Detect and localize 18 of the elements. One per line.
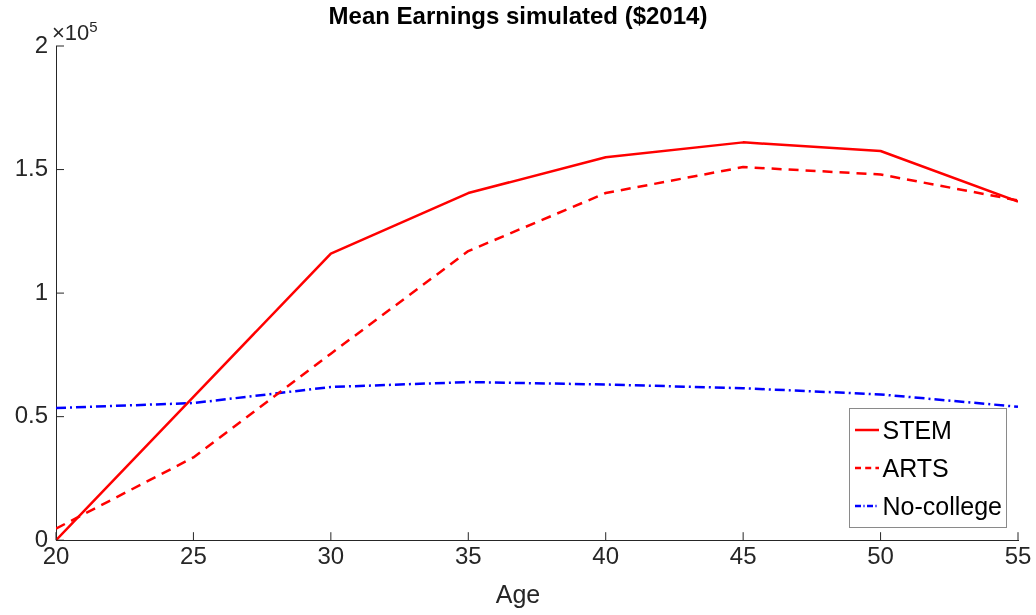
- x-axis-title: Age: [494, 580, 542, 609]
- chart-title: Mean Earnings simulated ($2014): [328, 2, 708, 29]
- line-series: [56, 380, 1018, 410]
- x-tick-label: 30: [317, 542, 345, 570]
- x-tick-label: 45: [729, 542, 757, 570]
- x-tick-label: 55: [1004, 542, 1032, 570]
- y-tick-label: 0.5: [14, 401, 48, 429]
- legend-label: STEM: [882, 415, 952, 445]
- x-tick-label: 35: [454, 542, 482, 570]
- x-tick-label: 40: [592, 542, 620, 570]
- x-tick-label: 25: [180, 542, 207, 570]
- y-tick-label: 1: [34, 277, 48, 305]
- x-tick-label: 50: [867, 542, 894, 570]
- legend-label: ARTS: [882, 453, 949, 483]
- y-tick-label: 2: [34, 30, 48, 58]
- text: ×10$^{5}$: [52, 18, 98, 47]
- legend-label: No-college: [882, 491, 1002, 521]
- y-tick-label: 1.5: [14, 154, 48, 182]
